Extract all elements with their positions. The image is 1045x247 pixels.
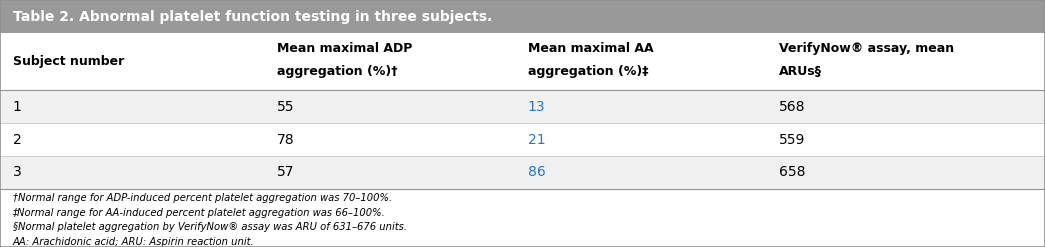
Text: 55: 55	[277, 100, 295, 114]
FancyBboxPatch shape	[0, 33, 1045, 247]
FancyBboxPatch shape	[0, 156, 1045, 189]
Text: aggregation (%)‡: aggregation (%)‡	[528, 65, 648, 78]
FancyBboxPatch shape	[0, 0, 1045, 33]
Text: Subject number: Subject number	[13, 55, 123, 68]
Text: 2: 2	[13, 132, 21, 146]
Text: Table 2. Abnormal platelet function testing in three subjects.: Table 2. Abnormal platelet function test…	[13, 9, 492, 23]
Text: aggregation (%)†: aggregation (%)†	[277, 65, 397, 78]
Text: §Normal platelet aggregation by VerifyNow® assay was ARU of 631–676 units.: §Normal platelet aggregation by VerifyNo…	[13, 222, 407, 232]
Text: ARUs§: ARUs§	[779, 65, 821, 78]
Text: 21: 21	[528, 132, 545, 146]
Text: Mean maximal ADP: Mean maximal ADP	[277, 42, 413, 56]
Text: 658: 658	[779, 165, 805, 180]
Text: 568: 568	[779, 100, 805, 114]
Text: 57: 57	[277, 165, 295, 180]
Text: 3: 3	[13, 165, 21, 180]
FancyBboxPatch shape	[0, 90, 1045, 123]
Text: Mean maximal AA: Mean maximal AA	[528, 42, 653, 56]
Text: VerifyNow® assay, mean: VerifyNow® assay, mean	[779, 42, 954, 56]
Text: 13: 13	[528, 100, 545, 114]
Text: 78: 78	[277, 132, 295, 146]
Text: ‡Normal range for AA-induced percent platelet aggregation was 66–100%.: ‡Normal range for AA-induced percent pla…	[13, 207, 386, 218]
Text: AA: Arachidonic acid; ARU: Aspirin reaction unit.: AA: Arachidonic acid; ARU: Aspirin react…	[13, 236, 254, 247]
Text: 86: 86	[528, 165, 545, 180]
Text: 1: 1	[13, 100, 21, 114]
Text: 559: 559	[779, 132, 805, 146]
Text: †Normal range for ADP-induced percent platelet aggregation was 70–100%.: †Normal range for ADP-induced percent pl…	[13, 193, 392, 203]
